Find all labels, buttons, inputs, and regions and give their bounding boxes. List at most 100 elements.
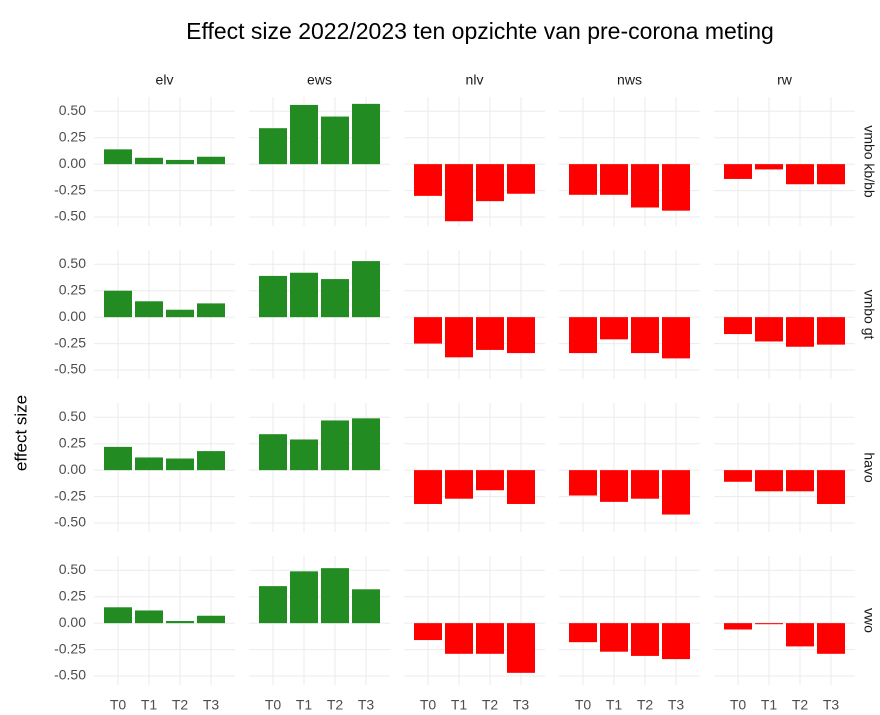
bar (817, 317, 845, 345)
bar (507, 470, 535, 504)
x-tick-label: T3 (513, 697, 530, 713)
y-tick-label: -0.25 (54, 334, 86, 350)
bar (445, 623, 473, 654)
chart-title: Effect size 2022/2023 ten opzichte van p… (186, 18, 774, 44)
y-tick-label: 0.50 (59, 408, 86, 424)
x-tick-label: T0 (575, 697, 592, 713)
bar (445, 317, 473, 358)
bar (755, 470, 783, 492)
bar (724, 164, 752, 179)
column-strip-label: ews (307, 72, 332, 88)
bar (569, 623, 597, 643)
x-tick-label: T1 (606, 697, 623, 713)
bar (197, 615, 225, 624)
row-strip-label: vwo (861, 608, 877, 633)
x-tick-label: T3 (203, 697, 220, 713)
bar (197, 303, 225, 318)
row-strip-label: havo (861, 452, 877, 483)
y-tick-label: -0.50 (54, 667, 86, 683)
bar (476, 317, 504, 350)
bar (786, 623, 814, 647)
bar (290, 272, 318, 318)
bar (321, 116, 349, 165)
bar (662, 164, 690, 211)
bar (569, 317, 597, 354)
bar (755, 164, 783, 170)
bar (662, 623, 690, 660)
bar (631, 164, 659, 208)
bar (600, 317, 628, 340)
bar (290, 104, 318, 165)
bar (817, 470, 845, 504)
bar (321, 279, 349, 318)
x-tick-label: T2 (482, 697, 499, 713)
bar (755, 317, 783, 342)
y-tick-label: -0.50 (54, 514, 86, 530)
bar (817, 164, 845, 185)
bar (259, 586, 287, 624)
bar (786, 470, 814, 492)
x-tick-label: T2 (792, 697, 809, 713)
bar (104, 149, 132, 165)
y-tick-label: 0.25 (59, 128, 86, 144)
bar (352, 261, 380, 318)
x-tick-label: T0 (420, 697, 437, 713)
bar (662, 470, 690, 515)
column-strip-label: nws (617, 72, 642, 88)
bar (631, 470, 659, 499)
x-tick-label: T2 (637, 697, 654, 713)
bar (414, 623, 442, 641)
y-tick-label: 0.00 (59, 155, 86, 171)
y-tick-label: 0.50 (59, 255, 86, 271)
bar (197, 156, 225, 165)
x-tick-label: T3 (668, 697, 685, 713)
y-axis-title: effect size (11, 395, 30, 471)
bar (352, 103, 380, 165)
x-tick-label: T1 (761, 697, 778, 713)
x-tick-label: T0 (730, 697, 747, 713)
y-tick-label: 0.00 (59, 308, 86, 324)
bar (631, 623, 659, 656)
bar (507, 164, 535, 194)
x-tick-label: T1 (451, 697, 468, 713)
bar (414, 317, 442, 344)
bar (414, 164, 442, 196)
bar (786, 317, 814, 347)
column-strip-label: elv (156, 72, 174, 88)
bar (290, 571, 318, 624)
bar (104, 290, 132, 318)
y-tick-label: -0.50 (54, 361, 86, 377)
bar (724, 470, 752, 482)
y-tick-label: 0.50 (59, 102, 86, 118)
x-tick-label: T1 (141, 697, 158, 713)
bar (135, 301, 163, 318)
y-tick-label: 0.50 (59, 561, 86, 577)
bar (817, 623, 845, 654)
x-tick-label: T0 (110, 697, 127, 713)
bar (321, 568, 349, 624)
bar (352, 418, 380, 471)
bar (259, 128, 287, 165)
bar (476, 623, 504, 654)
bar (755, 623, 783, 625)
bar (352, 589, 380, 624)
x-tick-label: T0 (265, 697, 282, 713)
bar (197, 451, 225, 471)
x-tick-label: T1 (296, 697, 313, 713)
bar (445, 164, 473, 222)
bar (321, 420, 349, 471)
y-tick-label: 0.00 (59, 461, 86, 477)
bar (259, 275, 287, 318)
x-tick-label: T2 (172, 697, 189, 713)
bar (476, 470, 504, 491)
row-strip-label: vmbo gt (861, 290, 877, 340)
row-strip-label: vmbo kb/bb (861, 125, 877, 198)
bar (166, 458, 194, 471)
bar (259, 434, 287, 471)
bar (476, 164, 504, 202)
bar (569, 470, 597, 496)
y-tick-label: -0.50 (54, 208, 86, 224)
bar (135, 610, 163, 624)
bar (104, 446, 132, 471)
